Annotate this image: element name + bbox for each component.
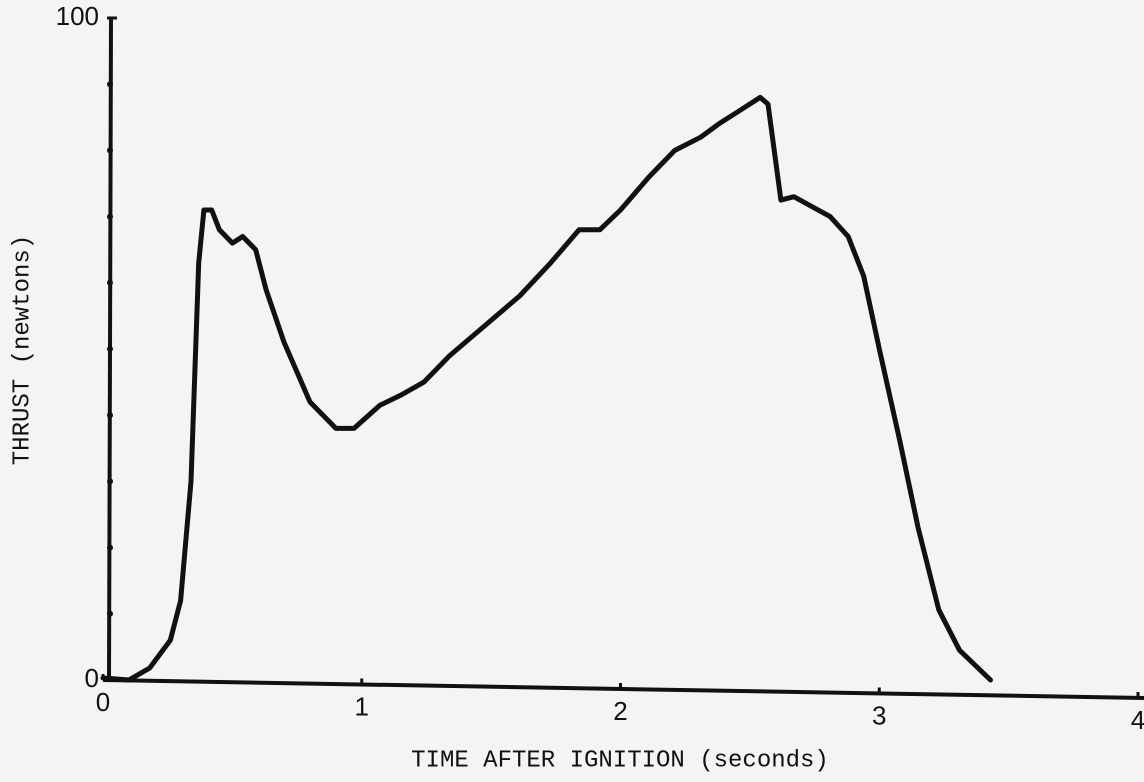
x-axis	[102, 678, 1144, 700]
y-minor-tick	[107, 279, 113, 286]
y-minor-tick	[107, 544, 113, 551]
x-tick-label: 0	[96, 687, 110, 717]
y-minor-tick	[107, 610, 113, 617]
x-tick-label: 1	[355, 691, 369, 721]
thrust-line	[100, 94, 993, 683]
y-axis-label: THRUST (newtons)	[9, 235, 36, 465]
y-minor-tick	[107, 147, 113, 154]
y-tick-label: 100	[56, 1, 99, 31]
x-tick-label: 2	[613, 696, 627, 726]
y-minor-tick	[107, 346, 113, 352]
x-tick-label: 3	[872, 700, 886, 730]
y-minor-tick	[107, 81, 113, 88]
y-minor-tick	[107, 478, 113, 485]
x-axis-label: TIME AFTER IGNITION (seconds)	[411, 747, 829, 774]
x-tick-label: 4	[1131, 705, 1144, 735]
y-tick-label: 0	[85, 663, 99, 693]
y-minor-tick	[107, 412, 113, 419]
y-minor-tick	[107, 213, 113, 220]
